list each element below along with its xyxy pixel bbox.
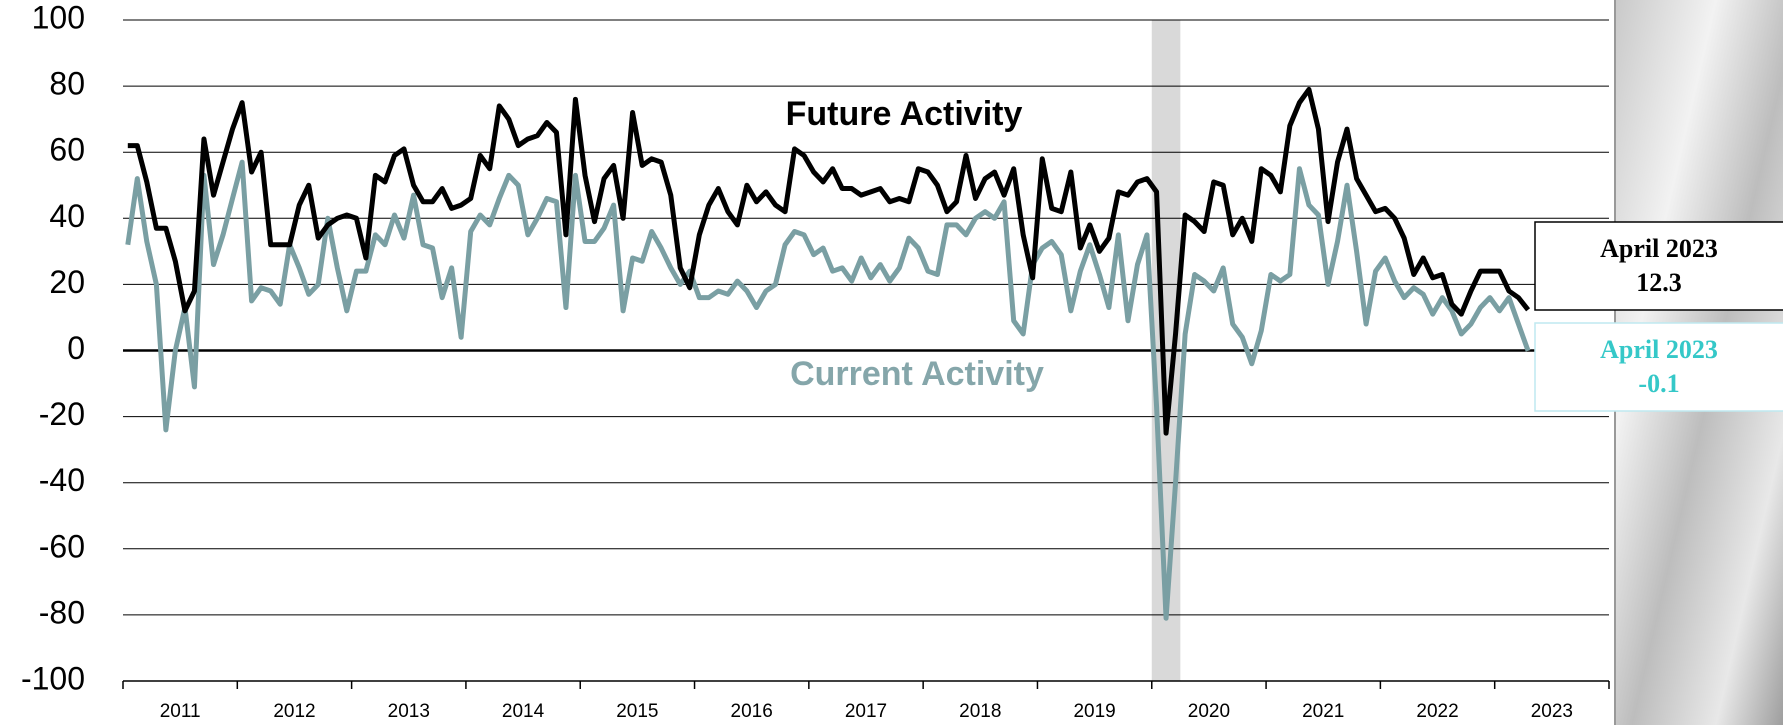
y-tick-label: 60 xyxy=(49,132,85,168)
y-tick-label: 100 xyxy=(32,0,85,35)
callout-value: -0.1 xyxy=(1638,369,1679,398)
x-tick-label: 2018 xyxy=(959,701,1001,722)
x-tick-label: 2023 xyxy=(1531,701,1573,722)
y-tick-label: -20 xyxy=(39,396,85,432)
x-tick-label: 2021 xyxy=(1302,701,1344,722)
y-tick-label: 40 xyxy=(49,198,85,234)
x-tick-label: 2011 xyxy=(160,701,201,722)
callout-box xyxy=(1534,221,1783,311)
callout-date: April 2023 xyxy=(1600,234,1718,263)
x-tick-label: 2019 xyxy=(1073,701,1115,722)
y-tick-label: 20 xyxy=(49,264,85,300)
series-label: Future Activity xyxy=(786,95,1023,133)
x-tick-label: 2013 xyxy=(388,701,430,722)
series-line xyxy=(127,86,1531,436)
callout-date: April 2023 xyxy=(1600,335,1718,364)
x-tick-label: 2020 xyxy=(1188,701,1230,722)
x-tick-label: 2017 xyxy=(845,701,887,722)
callout-value: 12.3 xyxy=(1636,268,1682,297)
x-tick-label: 2022 xyxy=(1416,701,1458,722)
y-tick-label: -80 xyxy=(39,594,85,630)
x-tick-label: 2014 xyxy=(502,701,545,722)
x-tick-label: 2015 xyxy=(616,701,658,722)
x-tick-label: 2016 xyxy=(731,701,773,722)
y-tick-label: 0 xyxy=(67,330,85,366)
series-label: Current Activity xyxy=(790,355,1044,393)
x-tick-label: 2012 xyxy=(273,701,315,722)
y-tick-label: -60 xyxy=(39,528,85,564)
y-tick-label: 80 xyxy=(49,66,85,102)
series-line xyxy=(125,159,1531,621)
y-tick-label: -100 xyxy=(21,660,85,696)
callout-box xyxy=(1534,322,1783,412)
y-tick-label: -40 xyxy=(39,462,85,498)
